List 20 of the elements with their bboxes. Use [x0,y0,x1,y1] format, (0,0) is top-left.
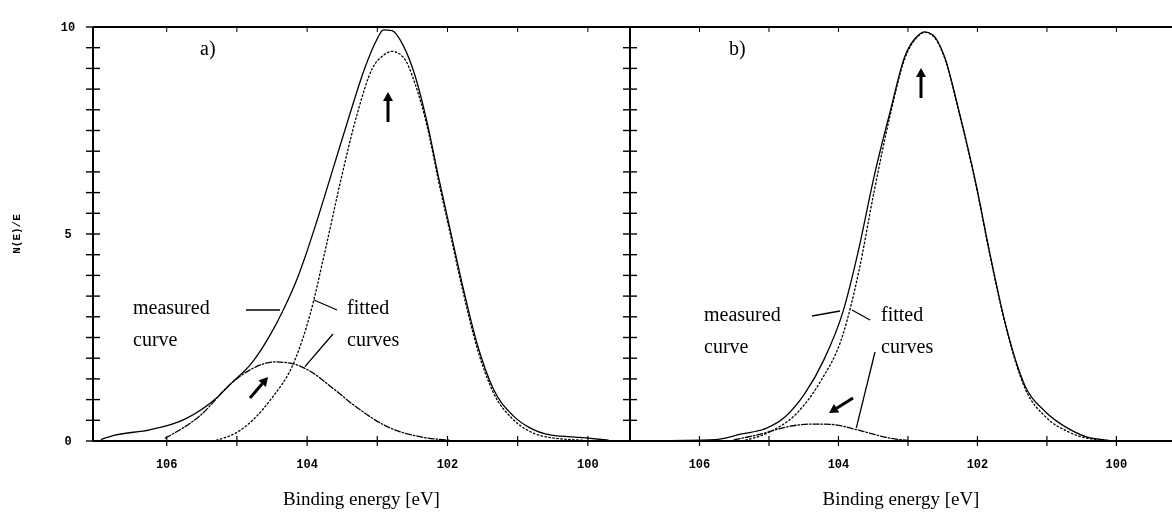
annotation: b) [729,37,746,60]
annotation: fitted curves [347,296,400,350]
x-tick-label: 100 [1105,458,1128,472]
y-axis-title: N(E)/E [11,213,23,254]
annotation: measured curve [133,296,210,350]
x-tick-label: 106 [155,458,178,472]
x-axis-title: Binding energy [eV] [283,488,440,509]
annotation: fitted curves [881,303,934,357]
x-tick-label: 102 [966,458,989,472]
x-tick-label: 106 [688,458,711,472]
x-axis-title: Binding energy [eV] [822,488,980,509]
x-tick-label: 104 [827,458,850,472]
annotation: measured curve [704,303,781,357]
x-tick-label: 102 [436,458,459,472]
y-tick-label: 0 [64,435,72,450]
annotation: a) [200,37,216,60]
y-tick-label: 5 [64,228,72,243]
x-tick-label: 100 [577,458,599,472]
x-tick-label: 104 [296,458,318,472]
y-tick-label: 10 [60,21,76,36]
